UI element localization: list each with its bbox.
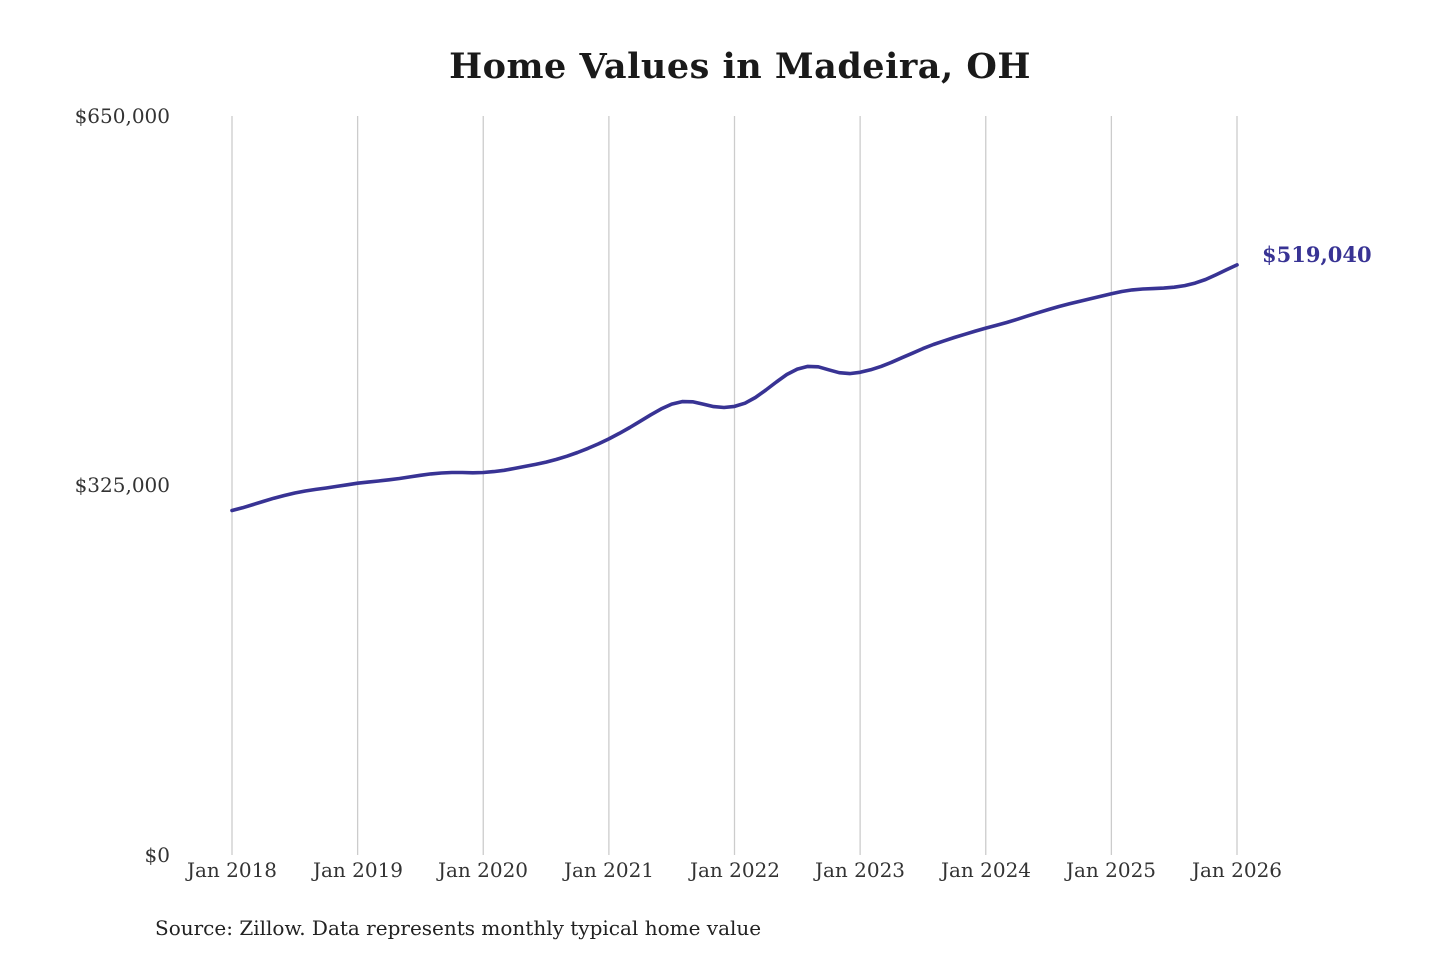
- latest-value-annotation: $519,040: [1262, 242, 1372, 267]
- chart-title: Home Values in Madeira, OH: [449, 46, 1031, 87]
- x-axis-tick-jan-2019: Jan 2019: [312, 858, 404, 882]
- source-note: Source: Zillow. Data represents monthly …: [155, 916, 762, 940]
- y-axis-tick-325000: $325,000: [74, 473, 170, 497]
- x-axis-tick-jan-2021: Jan 2021: [563, 858, 655, 882]
- x-axis-tick-jan-2024: Jan 2024: [940, 858, 1032, 882]
- x-axis-tick-jan-2023: Jan 2023: [814, 858, 906, 882]
- x-axis-tick-jan-2018: Jan 2018: [186, 858, 278, 882]
- x-axis-tick-jan-2026: Jan 2026: [1191, 858, 1283, 882]
- x-axis-tick-jan-2020: Jan 2020: [437, 858, 529, 882]
- home-value-line: [230, 263, 1239, 513]
- y-axis-tick-650000: $650,000: [74, 104, 170, 128]
- x-axis-tick-jan-2025: Jan 2025: [1065, 858, 1157, 882]
- y-axis-tick-0: $0: [144, 843, 170, 867]
- x-axis-tick-jan-2022: Jan 2022: [689, 858, 781, 882]
